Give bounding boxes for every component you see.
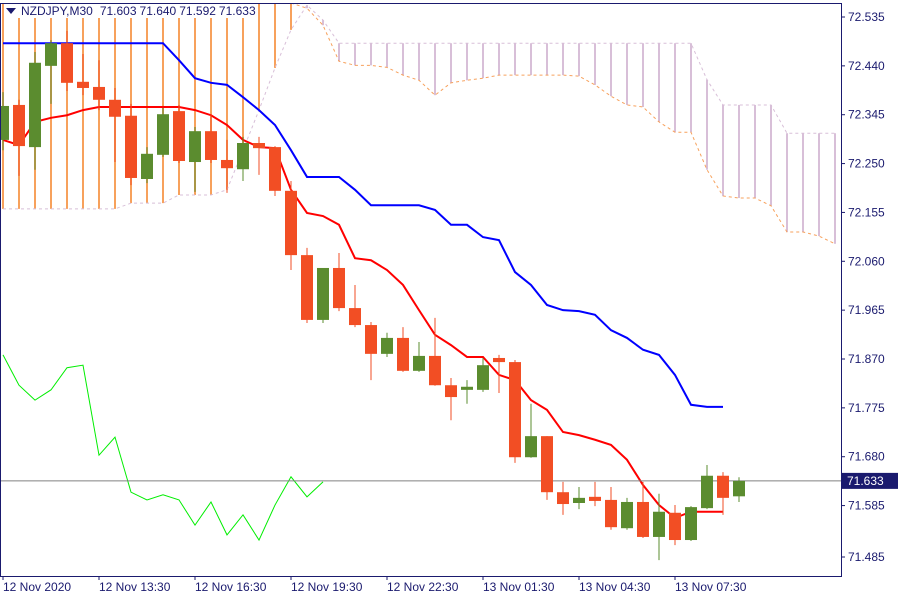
bear-candle-body bbox=[173, 111, 185, 161]
bull-candle-body bbox=[141, 153, 153, 179]
bull-candle-body bbox=[477, 365, 489, 390]
plot-border bbox=[0, 3, 842, 577]
top-mask bbox=[0, 0, 900, 3]
bull-candle-body bbox=[461, 386, 473, 390]
bear-candle-body bbox=[253, 143, 265, 149]
tenkan-sen-line bbox=[2, 106, 723, 520]
bear-candle-body bbox=[365, 325, 377, 354]
bull-candle-body bbox=[413, 355, 425, 371]
low-value: 71.592 bbox=[179, 4, 216, 18]
y-tick-label: 72.250 bbox=[848, 157, 885, 171]
bull-candle-body bbox=[237, 143, 249, 170]
bear-candle-body bbox=[205, 131, 217, 160]
bull-candle-body bbox=[685, 507, 697, 541]
bull-candle-body bbox=[29, 62, 41, 148]
bear-candle-body bbox=[333, 267, 345, 309]
kijun-sen-line bbox=[3, 42, 723, 408]
bull-candle-body bbox=[525, 436, 537, 458]
symbol-label: NZDJPY,M30 bbox=[21, 4, 93, 18]
bear-candle-body bbox=[717, 475, 729, 498]
x-tick-label: 13 Nov 04:30 bbox=[579, 580, 651, 594]
y-tick-label: 72.345 bbox=[848, 108, 885, 122]
bear-candle-body bbox=[109, 99, 121, 117]
bull-candle-body bbox=[189, 131, 201, 163]
y-tick-label: 71.965 bbox=[848, 303, 885, 317]
bull-candle-body bbox=[733, 480, 745, 497]
y-tick-label: 71.485 bbox=[848, 550, 885, 564]
bull-candle-body bbox=[45, 43, 57, 66]
bull-candle-body bbox=[653, 511, 665, 537]
bear-candle-body bbox=[557, 492, 569, 505]
bottom-mask bbox=[0, 576, 900, 600]
bull-candle-body bbox=[381, 337, 393, 354]
bear-candle-body bbox=[397, 337, 409, 371]
bear-candle-body bbox=[93, 86, 105, 100]
x-tick-label: 13 Nov 01:30 bbox=[483, 580, 555, 594]
bull-candle-body bbox=[0, 105, 9, 140]
indicator-lines bbox=[0, 42, 841, 542]
x-tick-label: 12 Nov 16:30 bbox=[195, 580, 267, 594]
y-tick-label: 72.440 bbox=[848, 59, 885, 73]
bear-candle-body bbox=[285, 190, 297, 256]
menu-triangle-icon[interactable] bbox=[6, 8, 16, 14]
open-value: 71.603 bbox=[99, 4, 137, 18]
current-price-label: 71.633 bbox=[847, 474, 884, 488]
candles bbox=[0, 30, 745, 561]
bull-candle-body bbox=[317, 267, 329, 320]
bull-candle-body bbox=[701, 475, 713, 509]
y-tick-label: 71.870 bbox=[848, 352, 885, 366]
bear-candle-body bbox=[589, 496, 601, 501]
y-tick-label: 71.585 bbox=[848, 499, 885, 513]
bear-candle-body bbox=[605, 499, 617, 528]
y-tick-label: 72.155 bbox=[848, 205, 885, 219]
bear-candle-body bbox=[221, 159, 233, 169]
bear-candle-body bbox=[509, 362, 521, 458]
current-price-label-bg bbox=[842, 472, 898, 489]
chart-header: NZDJPY,M30 71.603 71.640 71.592 71.633 bbox=[6, 4, 256, 18]
chikou-span-line bbox=[2, 354, 324, 542]
bear-candle-body bbox=[125, 115, 137, 178]
senkou-span-b-line bbox=[3, 4, 835, 210]
bear-candle-body bbox=[541, 436, 553, 493]
bull-candle-body bbox=[157, 114, 169, 155]
bull-candle-body bbox=[573, 497, 585, 503]
bear-candle-body bbox=[269, 147, 281, 191]
bear-candle-body bbox=[669, 512, 681, 541]
bear-candle-body bbox=[301, 255, 313, 320]
bear-candle-body bbox=[13, 104, 25, 147]
bear-candle-body bbox=[445, 385, 457, 398]
x-tick-label: 12 Nov 19:30 bbox=[291, 580, 363, 594]
y-tick-label: 71.680 bbox=[848, 450, 885, 464]
bear-candle-body bbox=[349, 308, 361, 326]
x-tick-label: 12 Nov 2020 bbox=[3, 580, 71, 594]
y-tick-label: 72.060 bbox=[848, 254, 885, 268]
close-value: 71.633 bbox=[218, 4, 256, 18]
bear-candle-body bbox=[493, 357, 505, 363]
x-tick-label: 13 Nov 07:30 bbox=[675, 580, 747, 594]
x-tick-label: 12 Nov 13:30 bbox=[99, 580, 171, 594]
bull-candle-body bbox=[621, 501, 633, 529]
x-tick-label: 12 Nov 22:30 bbox=[387, 580, 459, 594]
right-mask bbox=[841, 0, 900, 600]
high-value: 71.640 bbox=[139, 4, 177, 18]
bear-candle-body bbox=[77, 81, 89, 88]
y-tick-label: 72.535 bbox=[848, 10, 885, 24]
bear-candle-body bbox=[637, 501, 649, 537]
bear-candle-body bbox=[61, 43, 73, 83]
bear-candle-body bbox=[429, 355, 441, 386]
y-tick-label: 71.775 bbox=[848, 401, 885, 415]
